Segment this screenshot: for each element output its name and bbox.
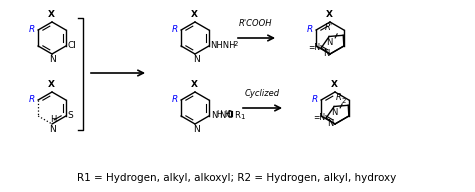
Text: N: N <box>326 38 332 47</box>
Text: O: O <box>227 110 233 119</box>
Text: N: N <box>211 112 217 121</box>
Text: Cl: Cl <box>68 41 77 50</box>
Text: R: R <box>234 112 240 121</box>
Text: R: R <box>336 94 342 103</box>
Text: R: R <box>172 25 178 33</box>
Text: Cyclized: Cyclized <box>245 89 280 98</box>
Text: S: S <box>68 112 74 121</box>
Text: X: X <box>190 10 198 19</box>
Text: N: N <box>323 50 329 59</box>
Text: X: X <box>190 80 198 89</box>
Text: R: R <box>29 25 35 33</box>
Text: N: N <box>331 108 337 118</box>
Text: 1: 1 <box>240 114 244 120</box>
Text: R: R <box>172 94 178 103</box>
Text: N: N <box>193 125 200 134</box>
Text: C: C <box>227 112 233 121</box>
Text: R': R' <box>325 23 333 32</box>
Text: R: R <box>307 25 313 33</box>
Text: R'COOH: R'COOH <box>239 19 273 28</box>
Text: X: X <box>48 80 55 89</box>
Text: R: R <box>29 94 35 103</box>
Text: =N: =N <box>313 113 325 122</box>
Text: X: X <box>48 10 55 19</box>
Text: =N: =N <box>308 43 320 52</box>
Text: N: N <box>193 55 200 64</box>
Text: H: H <box>216 110 222 119</box>
Text: R: R <box>312 94 318 103</box>
Text: 2: 2 <box>341 98 345 104</box>
Text: NHNH: NHNH <box>210 41 235 50</box>
Text: 2: 2 <box>234 41 238 47</box>
Text: X: X <box>331 80 338 89</box>
Text: H: H <box>224 110 229 119</box>
Text: N: N <box>49 55 57 64</box>
Text: N: N <box>328 119 334 128</box>
Text: H: H <box>50 115 56 124</box>
Text: N: N <box>219 112 225 121</box>
Text: R1 = Hydrogen, alkyl, alkoxyl; R2 = Hydrogen, alkyl, hydroxy: R1 = Hydrogen, alkyl, alkoxyl; R2 = Hydr… <box>77 173 397 183</box>
Text: X: X <box>325 10 332 19</box>
Text: N: N <box>49 125 57 134</box>
